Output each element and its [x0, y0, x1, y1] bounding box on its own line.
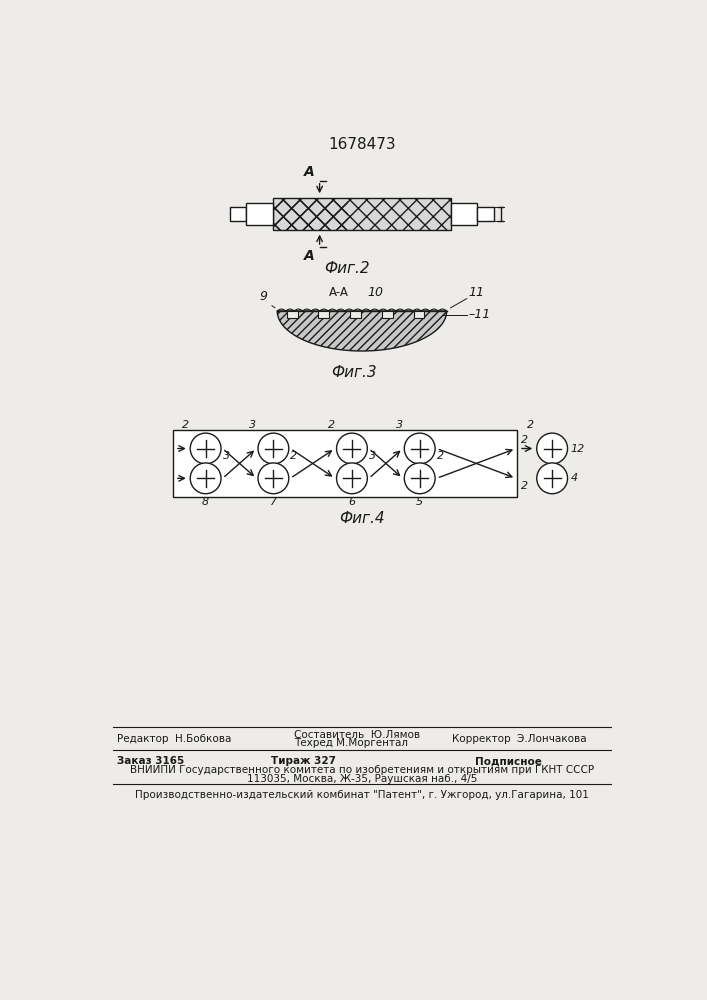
Bar	[382, 311, 392, 318]
Text: –11: –11	[468, 308, 491, 321]
Bar	[414, 311, 424, 318]
Bar	[350, 311, 361, 318]
Text: A-A: A-A	[329, 286, 349, 299]
Bar	[230, 207, 247, 221]
Text: 12: 12	[571, 444, 585, 454]
Bar	[274, 198, 450, 230]
Text: 2: 2	[520, 435, 527, 445]
Text: 2: 2	[328, 420, 335, 430]
Text: 4: 4	[571, 473, 578, 483]
Text: 1678473: 1678473	[328, 137, 396, 152]
Text: Составитель  Ю.Лямов: Составитель Ю.Лямов	[294, 730, 421, 740]
Text: Техред М.Моргентал: Техред М.Моргентал	[294, 738, 408, 748]
Text: 2: 2	[527, 420, 534, 430]
Text: 2: 2	[520, 481, 527, 491]
Text: 2: 2	[291, 451, 298, 461]
Circle shape	[337, 463, 368, 494]
Circle shape	[537, 463, 568, 494]
Text: Подписное: Подписное	[475, 756, 542, 766]
Circle shape	[337, 433, 368, 464]
Text: 3: 3	[396, 420, 403, 430]
Text: Редактор  Н.Бобкова: Редактор Н.Бобкова	[117, 734, 231, 744]
Bar	[450, 203, 477, 225]
Bar	[274, 198, 348, 230]
Circle shape	[258, 463, 288, 494]
Bar	[247, 203, 274, 225]
Text: 113035, Москва, Ж-35, Раушская наб., 4/5: 113035, Москва, Ж-35, Раушская наб., 4/5	[247, 774, 477, 784]
Text: 3: 3	[250, 420, 257, 430]
Bar	[318, 311, 329, 318]
Circle shape	[404, 463, 435, 494]
Polygon shape	[277, 311, 447, 351]
Text: 5: 5	[416, 497, 423, 507]
Text: Фиг.3: Фиг.3	[332, 365, 377, 380]
Text: 7: 7	[270, 497, 277, 507]
Text: 3: 3	[223, 451, 230, 461]
Text: A: A	[303, 165, 314, 179]
Circle shape	[190, 463, 221, 494]
Circle shape	[190, 433, 221, 464]
Text: Производственно-издательский комбинат "Патент", г. Ужгород, ул.Гагарина, 101: Производственно-издательский комбинат "П…	[135, 790, 589, 800]
Text: Фиг.4: Фиг.4	[339, 511, 385, 526]
Text: 2: 2	[182, 420, 189, 430]
Text: 10: 10	[368, 286, 384, 299]
Text: 3: 3	[369, 451, 376, 461]
Text: Фиг.2: Фиг.2	[324, 261, 369, 276]
Text: 11: 11	[468, 286, 484, 299]
Text: 6: 6	[349, 497, 356, 507]
Text: 9: 9	[259, 290, 267, 303]
Bar	[173, 430, 518, 497]
Text: A: A	[303, 249, 314, 263]
Text: ВНИИПИ Государственного комитета по изобретениям и открытиям при ГКНТ СССР: ВНИИПИ Государственного комитета по изоб…	[130, 765, 594, 775]
Circle shape	[537, 433, 568, 464]
Circle shape	[404, 433, 435, 464]
Text: 8: 8	[202, 497, 209, 507]
Bar	[287, 311, 298, 318]
Text: Корректор  Э.Лончакова: Корректор Э.Лончакова	[452, 734, 587, 744]
Circle shape	[258, 433, 288, 464]
Text: Тираж 327: Тираж 327	[271, 756, 336, 766]
Bar	[477, 207, 494, 221]
Text: Заказ 3165: Заказ 3165	[117, 756, 185, 766]
Text: 2: 2	[437, 451, 444, 461]
